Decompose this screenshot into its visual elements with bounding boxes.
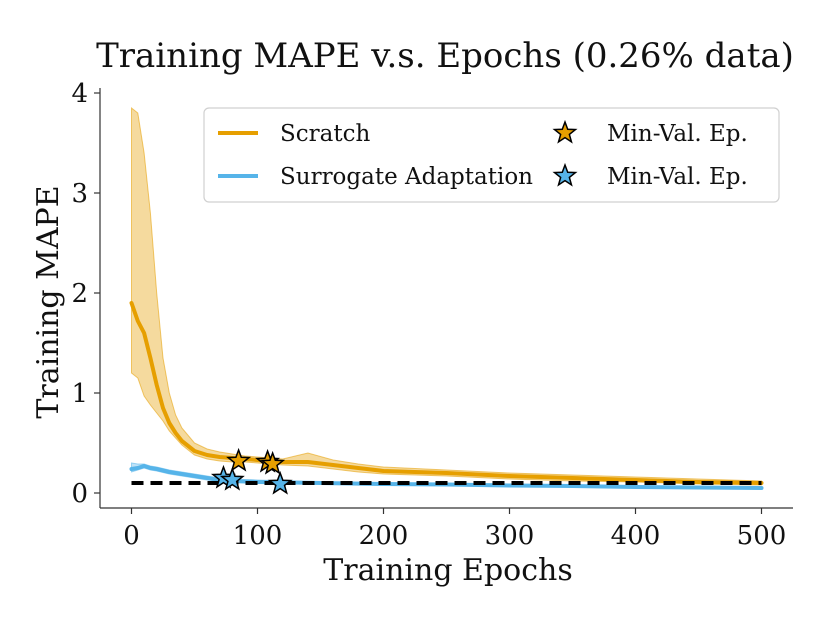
legend: Scratch Min-Val. Ep. Surrogate Adaptatio… (203, 107, 780, 203)
y-tick-label: 2 (71, 279, 88, 309)
y-tick-label: 1 (71, 379, 88, 409)
x-tick-label: 0 (123, 521, 140, 551)
legend-label-scratch: Scratch (280, 121, 370, 147)
x-tick-label: 200 (359, 521, 409, 551)
min-val-star-surrogate (219, 466, 245, 491)
y-tick-label: 3 (71, 179, 88, 209)
y-tick-label: 0 (71, 479, 88, 509)
line-scratch (129, 301, 764, 485)
legend-label-surrogate: Surrogate Adaptation (280, 164, 533, 190)
min-val-star-surrogate (267, 470, 293, 495)
min-val-star-scratch (260, 450, 286, 475)
legend-label-surrogate-minval: Min-Val. Ep. (607, 164, 748, 190)
y-tick-label: 4 (71, 79, 88, 109)
x-tick-label: 400 (611, 521, 661, 551)
x-tick-label: 500 (737, 521, 787, 551)
x-ticks: 0 100 200 300 400 500 (123, 508, 786, 551)
legend-star-surrogate (552, 162, 578, 187)
axes: 0 100 200 300 400 500 0 1 2 3 4 (71, 79, 793, 551)
min-val-star-scratch (226, 447, 252, 472)
x-tick-label: 100 (233, 521, 283, 551)
min-val-markers (210, 447, 293, 495)
chart-title: Training MAPE v.s. Epochs (0.26% data) (96, 36, 794, 76)
x-tick-label: 300 (485, 521, 535, 551)
legend-label-scratch-minval: Min-Val. Ep. (607, 121, 748, 147)
legend-box (203, 107, 780, 203)
plot-area (129, 106, 764, 495)
legend-star-scratch (552, 119, 578, 144)
x-axis-label: Training Epochs (323, 553, 573, 588)
y-ticks: 0 1 2 3 4 (71, 79, 100, 509)
y-axis-label: Training MAPE (31, 185, 66, 418)
